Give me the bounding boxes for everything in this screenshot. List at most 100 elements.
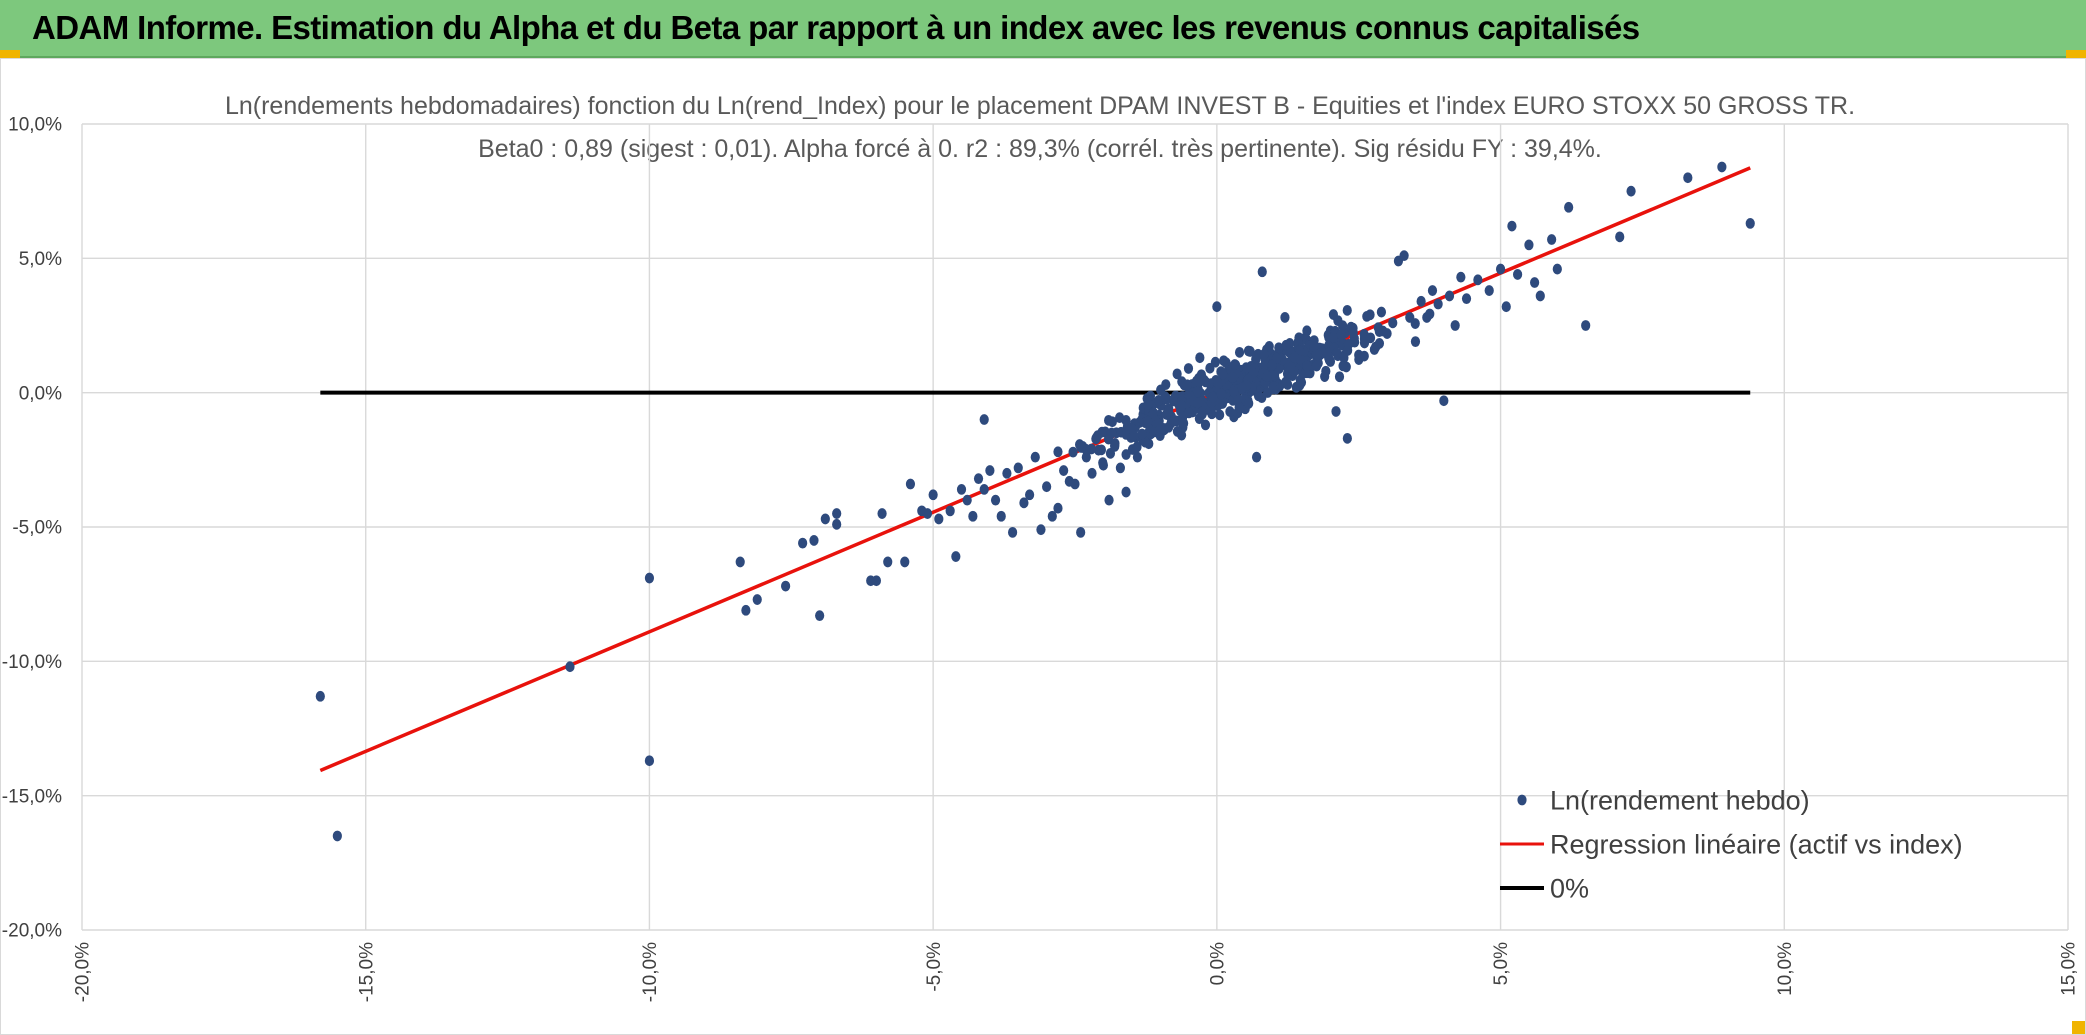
data-point	[1524, 239, 1534, 251]
data-point	[1183, 363, 1194, 374]
data-point	[1241, 362, 1251, 374]
legend: Ln(rendement hebdo) Regression linéaire (…	[1500, 785, 1963, 903]
data-point	[1218, 368, 1228, 380]
data-point	[1087, 467, 1097, 479]
data-point	[1262, 370, 1272, 382]
data-point	[1456, 271, 1466, 283]
data-point	[1156, 384, 1166, 396]
data-point	[1495, 263, 1506, 275]
data-point	[956, 483, 967, 495]
data-point	[1331, 406, 1341, 417]
data-point	[565, 661, 575, 673]
data-point	[1564, 201, 1574, 213]
data-point	[832, 508, 842, 519]
data-point	[1070, 478, 1080, 490]
data-point	[1197, 406, 1207, 418]
data-point	[1184, 407, 1194, 419]
data-point	[1512, 269, 1523, 280]
legend-label: Ln(rendement hebdo)	[1550, 785, 1810, 815]
data-point	[1552, 263, 1562, 275]
data-point	[809, 535, 819, 546]
data-point	[1176, 399, 1186, 411]
data-point	[1115, 462, 1125, 474]
data-point	[1745, 218, 1755, 229]
x-tick-label: -5,0%	[924, 942, 945, 992]
data-point	[1212, 301, 1222, 313]
data-point	[1378, 325, 1388, 337]
x-tick-label: -20,0%	[73, 942, 94, 1002]
data-point	[1068, 446, 1078, 458]
y-tick-label: 5,0%	[19, 249, 62, 270]
data-point	[1169, 415, 1179, 427]
data-point	[1334, 371, 1345, 383]
data-point	[945, 505, 955, 517]
data-point	[1132, 441, 1142, 453]
data-point	[1362, 311, 1372, 322]
data-point	[815, 610, 825, 622]
data-point	[1042, 481, 1052, 493]
corner-marker-left	[0, 50, 20, 58]
data-point	[781, 580, 791, 592]
data-point	[1225, 406, 1235, 417]
data-point	[1530, 277, 1540, 288]
data-point	[1281, 339, 1291, 351]
data-point	[1199, 374, 1209, 386]
data-point	[1348, 326, 1358, 338]
data-point	[905, 478, 916, 490]
data-point	[1163, 406, 1174, 417]
data-point	[1416, 295, 1426, 307]
data-point	[1450, 320, 1460, 331]
report-title: ADAM Informe. Estimation du Alpha et du …	[32, 9, 1640, 46]
data-point	[1121, 449, 1131, 460]
data-point	[832, 518, 842, 530]
axis-labels: -20,0% -15,0% -10,0% -5,0% 0,0% 5,0% 10,0% 15,0…	[2, 115, 2080, 1003]
data-point	[1191, 377, 1202, 389]
data-point	[1154, 425, 1164, 436]
data-point	[1439, 395, 1449, 407]
data-point	[1388, 317, 1398, 329]
data-point	[1098, 457, 1108, 469]
data-point	[1484, 285, 1494, 296]
data-point	[900, 556, 910, 568]
data-point	[922, 508, 933, 519]
data-point	[1369, 344, 1379, 355]
data-point	[1013, 462, 1023, 474]
data-point	[1433, 298, 1443, 310]
data-point	[1267, 359, 1277, 371]
data-point	[883, 556, 893, 568]
corner-marker-bottom-right	[2072, 1021, 2086, 1035]
data-point	[741, 604, 751, 616]
data-point	[1338, 360, 1348, 372]
data-point	[1053, 502, 1063, 514]
x-tick-label: 0,0%	[1208, 942, 1229, 985]
data-point	[1195, 352, 1205, 364]
y-tick-label: 10,0%	[8, 115, 62, 136]
data-point	[1025, 489, 1035, 501]
data-point	[1245, 346, 1255, 357]
data-point	[951, 551, 961, 562]
data-point	[1321, 365, 1331, 377]
data-points	[315, 161, 1755, 842]
data-point	[1192, 386, 1202, 398]
data-point	[1107, 416, 1117, 428]
data-point	[1626, 185, 1636, 197]
legend-label: Regression linéaire (actif vs index)	[1550, 829, 1963, 859]
data-point	[1110, 439, 1120, 451]
data-point	[871, 575, 882, 587]
data-point	[1244, 398, 1254, 409]
data-point	[1137, 428, 1147, 440]
data-point	[1143, 398, 1153, 410]
data-point	[1257, 266, 1267, 278]
title-box	[232, 86, 1852, 168]
data-point	[1140, 436, 1150, 448]
data-point	[1019, 497, 1029, 509]
data-point	[1342, 304, 1352, 316]
data-point	[1115, 412, 1125, 424]
data-point	[1332, 347, 1342, 359]
data-point	[1444, 290, 1455, 302]
data-point	[928, 489, 938, 501]
data-point	[1410, 336, 1421, 348]
data-point	[752, 594, 762, 605]
y-tick-label: -15,0%	[2, 786, 62, 807]
